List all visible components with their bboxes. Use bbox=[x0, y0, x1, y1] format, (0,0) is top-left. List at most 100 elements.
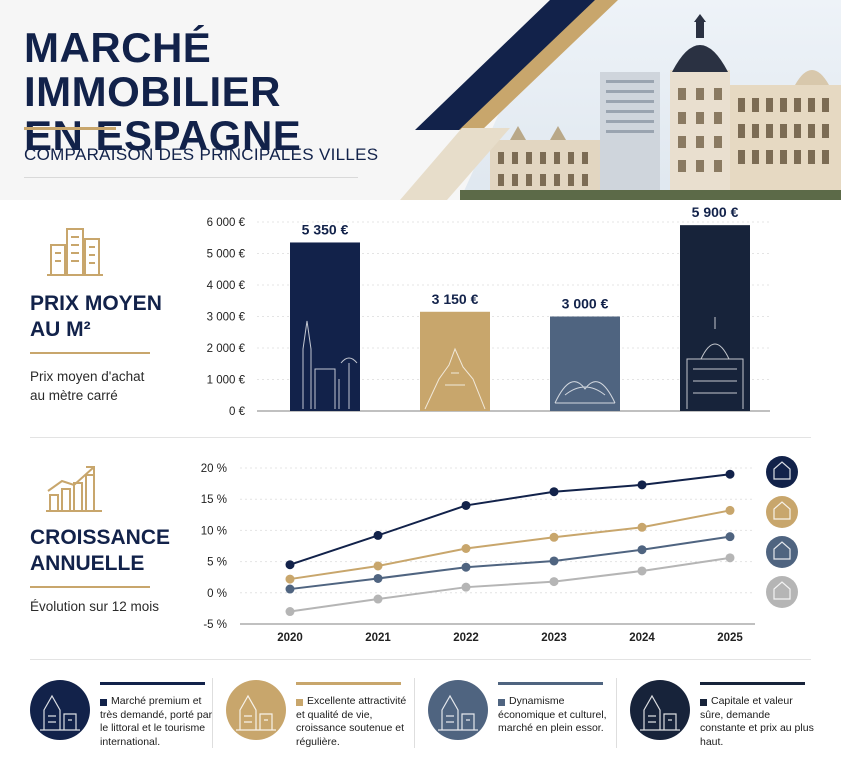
line-x-tick-label: 2025 bbox=[717, 632, 743, 644]
bar-landmark-illustration bbox=[302, 320, 358, 409]
series-point bbox=[725, 532, 735, 542]
series-point bbox=[373, 594, 383, 604]
modern-architecture-icon bbox=[428, 680, 488, 740]
series-legend-badge bbox=[766, 576, 798, 608]
series-point bbox=[637, 480, 647, 490]
series-point bbox=[461, 500, 471, 510]
series-point bbox=[461, 562, 471, 572]
line-x-tick-label: 2024 bbox=[629, 632, 655, 644]
series-line bbox=[289, 509, 731, 581]
domed-building-icon bbox=[630, 680, 690, 740]
bar-y-tick-label: 4 000 € bbox=[207, 280, 246, 292]
card-text: Excellente attractivité et qualité de vi… bbox=[296, 695, 407, 748]
card-accent-bar bbox=[296, 682, 401, 685]
line-y-tick-label: 20 % bbox=[201, 463, 227, 475]
series-legend-landmark bbox=[773, 541, 791, 560]
title-line-1: MARCHÉ IMMOBILIER bbox=[24, 24, 281, 115]
growth-title-line-1: CROISSANCE bbox=[30, 526, 171, 549]
series-point bbox=[285, 574, 295, 584]
series-point bbox=[549, 556, 559, 566]
series-point bbox=[725, 469, 735, 479]
series-line bbox=[289, 556, 731, 613]
bar-y-tick-label: 0 € bbox=[229, 406, 246, 418]
growth-line-chart: -5 % 0 % 5 % 10 % 15 % 20 % 2020 2021 2022 2023 20… bbox=[201, 456, 798, 644]
mountain-monastery-icon bbox=[226, 680, 286, 740]
series-point bbox=[373, 573, 383, 583]
cityscape-photo bbox=[400, 0, 841, 200]
card-bullet bbox=[498, 699, 505, 706]
series-point bbox=[461, 582, 471, 592]
series-point bbox=[549, 532, 559, 542]
growth-chart-icon bbox=[46, 466, 102, 512]
series-legend-badge bbox=[766, 456, 798, 488]
series-line bbox=[289, 473, 731, 566]
card-bullet bbox=[100, 699, 107, 706]
line-y-tick-label: -5 % bbox=[203, 619, 227, 631]
price-desc-line-2: au mètre carré bbox=[30, 388, 118, 403]
bar-y-tick-label: 1 000 € bbox=[207, 375, 246, 387]
growth-title-underline bbox=[30, 586, 150, 588]
series-point bbox=[549, 487, 559, 497]
page-title: MARCHÉ IMMOBILIER EN ESPAGNE bbox=[24, 26, 464, 158]
cathedral-icon bbox=[30, 680, 90, 740]
series-legend-landmark bbox=[773, 501, 791, 520]
bar-landmark-illustration bbox=[424, 347, 486, 410]
series-point bbox=[285, 560, 295, 570]
card-separator bbox=[414, 678, 415, 748]
subtitle-divider bbox=[24, 177, 358, 178]
line-x-tick-label: 2023 bbox=[541, 632, 567, 644]
price-title-line-1: PRIX MOYEN bbox=[30, 292, 162, 315]
buildings-icon bbox=[47, 228, 103, 276]
series-point bbox=[373, 530, 383, 540]
line-y-tick-label: 10 % bbox=[201, 525, 227, 537]
bar bbox=[550, 316, 620, 411]
section-divider-2 bbox=[30, 659, 811, 660]
growth-section-description: Évolution sur 12 mois bbox=[30, 599, 160, 614]
bar bbox=[290, 242, 360, 411]
card-bullet bbox=[296, 699, 303, 706]
growth-title-line-2: ANNUELLE bbox=[30, 552, 145, 575]
bar-value-label: 5 350 € bbox=[302, 221, 349, 237]
series-point bbox=[549, 577, 559, 587]
series-point bbox=[637, 566, 647, 576]
series-legend-badge bbox=[766, 496, 798, 528]
card-accent-bar bbox=[498, 682, 603, 685]
price-section-title: PRIX MOYEN AU M² bbox=[30, 291, 170, 343]
bar-y-tick-label: 6 000 € bbox=[207, 217, 246, 229]
series-point bbox=[373, 561, 383, 571]
line-y-tick-label: 5 % bbox=[207, 557, 227, 569]
card-accent-bar bbox=[700, 682, 805, 685]
price-bar-chart: 0 € 1 000 € 2 000 € 3 000 € 4 000 € 5 000 € 6 … bbox=[207, 205, 770, 418]
line-y-tick-label: 15 % bbox=[201, 494, 227, 506]
title-underline bbox=[24, 127, 116, 130]
series-legend-landmark bbox=[773, 461, 791, 480]
series-legend-landmark bbox=[773, 581, 791, 600]
bar-landmark-illustration bbox=[686, 317, 744, 409]
line-x-tick-label: 2020 bbox=[277, 632, 303, 644]
line-y-tick-label: 0 % bbox=[207, 588, 227, 600]
section-divider-1 bbox=[30, 437, 811, 438]
series-point bbox=[725, 553, 735, 563]
card-text: Dynamisme économique et culturel, marché… bbox=[498, 695, 607, 734]
bar-value-label: 3 150 € bbox=[432, 291, 479, 307]
price-title-underline bbox=[30, 352, 150, 354]
card-text: Marché premium et très demandé, porté pa… bbox=[100, 695, 213, 748]
line-x-tick-label: 2022 bbox=[453, 632, 479, 644]
series-point bbox=[285, 607, 295, 617]
series-point bbox=[285, 584, 295, 594]
title-line-2: EN ESPAGNE bbox=[24, 112, 302, 159]
series-point bbox=[637, 522, 647, 532]
card-separator bbox=[212, 678, 213, 748]
bar-landmark-illustration bbox=[554, 381, 616, 404]
card-bullet bbox=[700, 699, 707, 706]
bar-y-tick-label: 3 000 € bbox=[207, 312, 246, 324]
line-x-tick-label: 2021 bbox=[365, 632, 391, 644]
bar-value-label: 3 000 € bbox=[562, 296, 609, 312]
bar-y-tick-label: 2 000 € bbox=[207, 343, 246, 355]
header-banner: MARCHÉ IMMOBILIER EN ESPAGNE COMPARAISON… bbox=[0, 0, 841, 200]
city-cards: Marché premium et très demandé, porté pa… bbox=[0, 670, 841, 768]
page-subtitle: COMPARAISON DES PRINCIPALES VILLES bbox=[24, 145, 379, 164]
series-line bbox=[289, 535, 731, 591]
card-text: Capitale et valeur sûre, demande constan… bbox=[700, 695, 814, 748]
bar-value-label: 5 900 € bbox=[692, 205, 739, 220]
